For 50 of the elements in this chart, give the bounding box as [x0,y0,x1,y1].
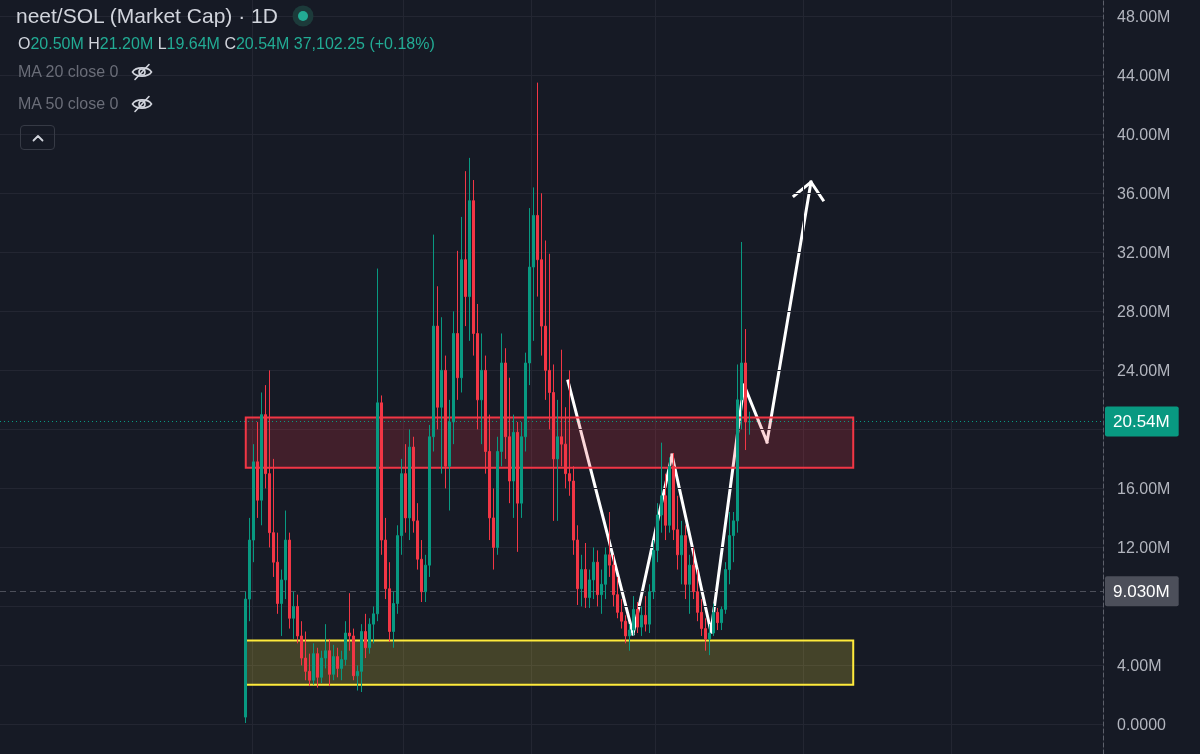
candlestick [260,391,263,526]
text: O20.50M H21.20M L19.64M C20.54M 37,102.25 (+0.18%) [18,35,435,52]
candlestick [516,421,519,553]
candlestick [328,638,331,687]
candlestick [716,607,719,631]
candlestick [644,595,647,633]
candlestick [640,605,643,637]
y-tick-label: 0.0000 [1117,715,1167,733]
candlestick [336,647,339,678]
candlestick [288,532,291,630]
annotation: MA 20 close 0 [18,63,119,81]
candlestick [312,642,315,686]
candlestick [584,542,587,609]
y-tick-label: 44.00M [1117,66,1171,84]
candlestick [364,613,367,659]
candlestick [436,285,439,430]
candlestick [456,250,459,401]
candlestick [256,421,259,519]
candlestick [684,524,687,600]
candlestick [444,355,447,489]
candlestick [668,456,671,534]
candlestick [680,520,683,585]
y-tick-label: 40.00M [1117,125,1171,143]
candlestick [688,554,691,615]
candlestick [292,591,295,640]
annotation: MA 50 close 0 [18,95,119,113]
candlestick [664,473,667,541]
candlestick [744,328,747,451]
y-tick-label: 24.00M [1117,361,1171,379]
y-tick-label: 32.00M [1117,243,1171,261]
candlestick [316,647,319,689]
y-tick-label: 16.00M [1117,479,1171,497]
chart-title: neet/SOL (Market Cap) · 1D [16,4,278,28]
ref-line-label: 20.54M [1113,411,1170,431]
candlestick [468,157,471,342]
candlestick [596,549,599,607]
candlestick [404,443,407,534]
candlestick [460,216,463,393]
candlestick [464,170,467,327]
y-tick-label: 12.00M [1117,538,1171,556]
ref-line-label: 9.030M [1113,581,1170,601]
candlestick [636,601,639,634]
y-tick-label: 36.00M [1117,184,1171,202]
candlestick [408,428,411,541]
y-tick-label: 48.00M [1117,7,1171,25]
candlestick [332,644,335,681]
candlestick [580,554,583,607]
candlestick [360,623,363,693]
y-tick-label: 28.00M [1117,302,1171,320]
y-tick-label: 4.00M [1117,656,1162,674]
